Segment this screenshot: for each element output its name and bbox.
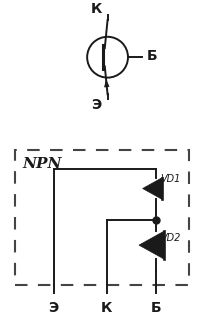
Polygon shape: [143, 177, 162, 199]
Text: VD2: VD2: [161, 233, 181, 243]
Polygon shape: [139, 231, 164, 259]
Text: К: К: [91, 3, 102, 16]
Polygon shape: [105, 80, 109, 87]
Text: Э: Э: [49, 301, 59, 314]
Text: NPN: NPN: [22, 157, 62, 171]
Text: Б: Б: [151, 301, 161, 314]
Bar: [15, 150, 189, 284]
Text: VD1: VD1: [161, 174, 181, 184]
Text: Б: Б: [146, 49, 157, 63]
Text: Э: Э: [91, 98, 102, 112]
Text: К: К: [101, 301, 112, 314]
